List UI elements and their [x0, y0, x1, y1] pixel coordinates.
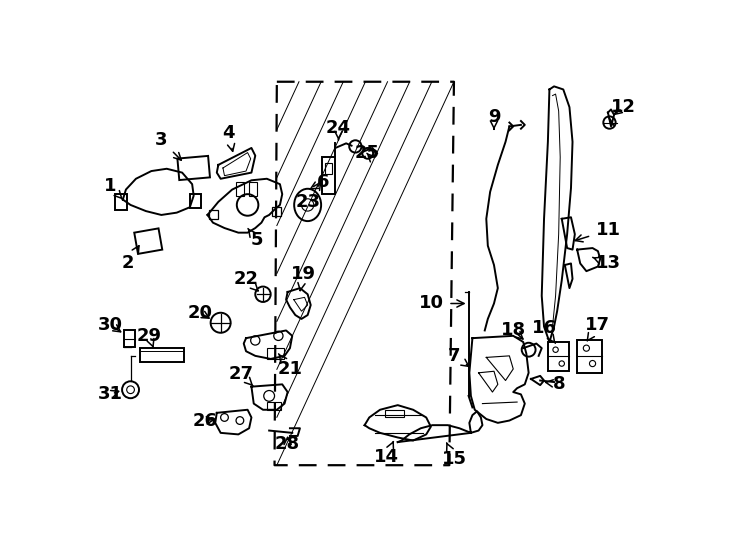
- Text: 11: 11: [575, 221, 620, 242]
- Bar: [267, 402, 280, 410]
- Bar: [548, 342, 570, 372]
- Text: 28: 28: [275, 435, 300, 453]
- Text: 3: 3: [155, 131, 181, 160]
- Bar: [209, 210, 218, 219]
- Bar: [267, 348, 284, 359]
- Text: 17: 17: [586, 316, 611, 341]
- Text: 14: 14: [374, 442, 399, 467]
- Bar: [385, 410, 404, 417]
- Bar: [190, 194, 200, 208]
- Text: 1: 1: [104, 178, 123, 199]
- Bar: [134, 228, 162, 254]
- Text: 10: 10: [419, 294, 464, 313]
- Text: 15: 15: [441, 443, 466, 468]
- Bar: [577, 340, 602, 373]
- Text: 23: 23: [295, 183, 321, 211]
- Text: 24: 24: [326, 119, 351, 140]
- Text: 16: 16: [531, 319, 556, 343]
- Text: 22: 22: [233, 270, 258, 291]
- Bar: [325, 164, 332, 174]
- Text: 21: 21: [277, 354, 302, 378]
- Text: 7: 7: [448, 347, 469, 366]
- Bar: [249, 182, 257, 195]
- Bar: [236, 182, 244, 195]
- Bar: [115, 194, 128, 210]
- Text: 26: 26: [193, 411, 218, 429]
- Text: 13: 13: [592, 254, 620, 273]
- Text: 12: 12: [611, 98, 636, 116]
- Text: 9: 9: [487, 108, 501, 129]
- Text: 31: 31: [98, 386, 123, 403]
- Text: 29: 29: [137, 327, 161, 348]
- Text: 8: 8: [545, 375, 566, 393]
- Text: 2: 2: [122, 246, 139, 273]
- Text: 5: 5: [248, 228, 263, 249]
- Text: 19: 19: [291, 265, 316, 291]
- Bar: [321, 157, 335, 194]
- Text: 30: 30: [98, 316, 123, 334]
- Bar: [178, 156, 210, 180]
- Bar: [139, 348, 184, 362]
- Text: 4: 4: [222, 124, 235, 151]
- Text: 25: 25: [355, 144, 379, 163]
- Text: 18: 18: [501, 321, 526, 340]
- Bar: [272, 207, 281, 217]
- Text: 6: 6: [310, 173, 330, 191]
- Text: 27: 27: [229, 366, 254, 386]
- Bar: [124, 330, 135, 347]
- Text: 20: 20: [187, 303, 212, 322]
